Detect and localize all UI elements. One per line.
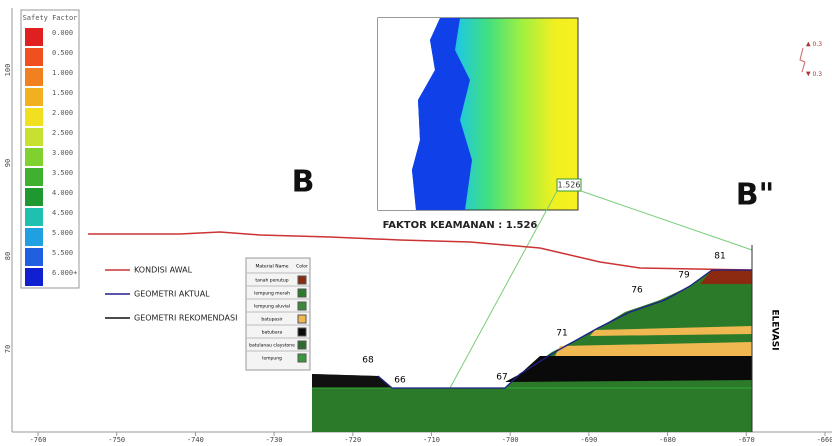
side-mark: ▼ 0.3 [806, 71, 822, 78]
material-color [298, 302, 306, 310]
x-tick-label: -710 [423, 436, 440, 444]
legend-label: 3.500 [52, 169, 73, 177]
legend-text: GEOMETRI REKOMENDASI [134, 314, 237, 323]
legend-label: 6.000+ [52, 269, 77, 277]
legend-swatch [25, 188, 43, 206]
legend-swatch [25, 148, 43, 166]
legend-label: 5.000 [52, 229, 73, 237]
legend-label: 5.500 [52, 249, 73, 257]
legend-swatch [25, 68, 43, 86]
table-header: Material Name [256, 264, 289, 270]
legend-label: 0.000 [52, 29, 73, 37]
legend-swatch [25, 228, 43, 246]
x-tick-label: -730 [266, 436, 283, 444]
side-mark: ▲ 0.3 [806, 41, 822, 48]
material-name: batubara [262, 330, 283, 336]
legend-label: 2.000 [52, 109, 73, 117]
material-name: lempung aluvial [254, 304, 290, 310]
x-tick-label: -660 [817, 436, 832, 444]
elevation-point: 79 [678, 271, 690, 281]
legend-swatch [25, 28, 43, 46]
legend-text: KONDISI AWAL [134, 266, 193, 275]
material-name: tanah penutup [255, 278, 288, 284]
elevation-label: ELEVASI [770, 309, 780, 350]
table-box [246, 258, 310, 370]
y-tick-label: 90 [4, 159, 12, 167]
material-color [298, 276, 306, 284]
section-left: B [292, 165, 315, 200]
material-name: lempung [262, 356, 282, 362]
legend-label: 2.500 [52, 129, 73, 137]
x-tick-label: -750 [108, 436, 125, 444]
x-tick-label: -760 [30, 436, 47, 444]
x-tick-label: -720 [344, 436, 361, 444]
legend-swatch [25, 128, 43, 146]
material-color [298, 328, 306, 336]
legend-label: 1.000 [52, 69, 73, 77]
legend-swatch [25, 48, 43, 66]
material-color [298, 289, 306, 297]
legend-swatch [25, 208, 43, 226]
side-mark-value: 0.3 [813, 71, 823, 78]
x-tick-label: -670 [738, 436, 755, 444]
slope-section: Safety Factor 0.000 0.500 1.000 1.500 2.000 2… [0, 0, 832, 446]
elevation-point: 68 [362, 356, 374, 366]
x-tick-label: -680 [659, 436, 676, 444]
elevation-point: 67 [496, 373, 507, 383]
legend-label: 4.000 [52, 189, 73, 197]
sf-caption: FAKTOR KEAMANAN : 1.526 [383, 220, 538, 231]
x-tick-label: -740 [187, 436, 204, 444]
legend-swatch [25, 108, 43, 126]
legend-text: GEOMETRI AKTUAL [134, 290, 210, 299]
material-color [298, 341, 306, 349]
table-header: Color [296, 264, 308, 270]
legend-label: 4.500 [52, 209, 73, 217]
y-tick-label: 70 [4, 345, 12, 353]
legend-label: 3.000 [52, 149, 73, 157]
material-name: lempung merah [254, 291, 290, 297]
elevation-point: 76 [631, 286, 643, 296]
section-right: B" [736, 178, 775, 213]
legend-swatch [25, 248, 43, 266]
legend-swatch [25, 168, 43, 186]
material-name: batulanau claystone [249, 343, 295, 349]
material-name: batupasir [261, 317, 282, 323]
elevation-point: 66 [394, 376, 406, 386]
side-mark-value: 0.3 [813, 41, 823, 48]
material-color [298, 315, 306, 323]
x-tick-label: -700 [502, 436, 519, 444]
material-color [298, 354, 306, 362]
elevation-point: 71 [556, 329, 567, 339]
sf-value: 1.526 [558, 181, 581, 190]
legend-label: 1.500 [52, 89, 73, 97]
legend-label: 0.500 [52, 49, 73, 57]
y-tick-label: 100 [4, 64, 12, 77]
legend-swatch [25, 88, 43, 106]
y-tick-label: 80 [4, 252, 12, 260]
x-tick-label: -690 [580, 436, 597, 444]
legend-title: Safety Factor [23, 14, 78, 22]
legend-swatch [25, 268, 43, 286]
elevation-point: 81 [714, 252, 725, 262]
